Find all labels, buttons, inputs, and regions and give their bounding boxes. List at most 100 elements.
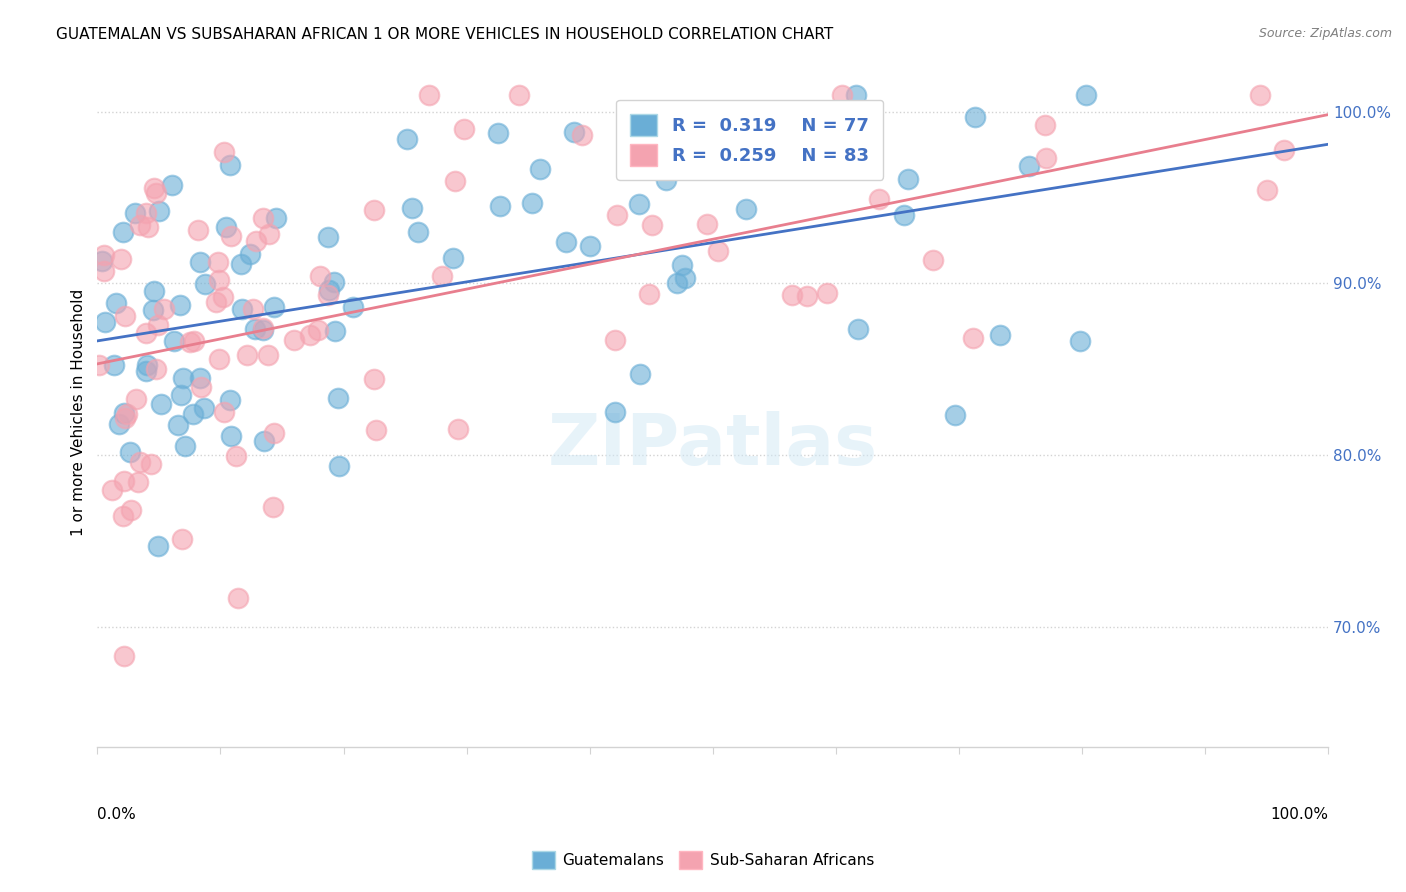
Point [226, 591, 249, 605]
Text: Source: ZipAtlas.com: Source: ZipAtlas.com [1258, 27, 1392, 40]
Point [316, 288, 339, 302]
Point [318, 283, 340, 297]
Point [529, 161, 551, 176]
Point [135, 326, 157, 340]
Point [1272, 143, 1295, 157]
Point [188, 255, 211, 269]
Text: ZIPatlas: ZIPatlas [548, 411, 877, 480]
Point [562, 125, 585, 139]
Point [655, 173, 678, 187]
Point [988, 328, 1011, 343]
Point [323, 324, 346, 338]
Point [318, 229, 340, 244]
Point [262, 500, 284, 515]
Point [135, 205, 157, 219]
Point [179, 335, 201, 350]
Point [231, 302, 253, 317]
Point [363, 372, 385, 386]
Point [441, 252, 464, 266]
Point [148, 203, 170, 218]
Point [128, 455, 150, 469]
Point [204, 294, 226, 309]
Point [150, 397, 173, 411]
Point [1256, 182, 1278, 196]
Point [845, 88, 868, 103]
Point [103, 358, 125, 372]
Point [170, 388, 193, 402]
Point [215, 219, 238, 234]
Point [208, 273, 231, 287]
Y-axis label: 1 or more Vehicles in Household: 1 or more Vehicles in Household [72, 288, 86, 536]
Point [963, 110, 986, 124]
Point [555, 235, 578, 249]
Point [252, 211, 274, 225]
Point [94, 315, 117, 329]
Text: GUATEMALAN VS SUBSAHARAN AFRICAN 1 OR MORE VEHICLES IN HOUSEHOLD CORRELATION CHA: GUATEMALAN VS SUBSAHARAN AFRICAN 1 OR MO… [56, 27, 834, 42]
Legend: R =  0.319    N = 77, R =  0.259    N = 83: R = 0.319 N = 77, R = 0.259 N = 83 [616, 100, 883, 180]
Point [245, 234, 267, 248]
Point [606, 208, 628, 222]
Point [110, 252, 132, 266]
Point [193, 401, 215, 415]
Point [897, 172, 920, 186]
Point [696, 217, 718, 231]
Point [136, 219, 159, 234]
Point [363, 203, 385, 218]
Point [638, 287, 661, 301]
Point [219, 393, 242, 408]
Point [153, 302, 176, 317]
Point [263, 300, 285, 314]
Legend: Guatemalans, Sub-Saharan Africans: Guatemalans, Sub-Saharan Africans [526, 845, 880, 875]
Point [169, 298, 191, 312]
Point [489, 199, 512, 213]
Point [108, 417, 131, 431]
Point [124, 205, 146, 219]
Point [90, 253, 112, 268]
Point [172, 370, 194, 384]
Point [172, 532, 194, 546]
Point [242, 301, 264, 316]
Point [264, 211, 287, 225]
Point [190, 379, 212, 393]
Point [93, 264, 115, 278]
Point [163, 334, 186, 348]
Point [236, 347, 259, 361]
Point [219, 429, 242, 443]
Point [112, 474, 135, 488]
Point [486, 127, 509, 141]
Point [831, 87, 853, 102]
Point [342, 301, 364, 315]
Point [323, 276, 346, 290]
Point [1018, 159, 1040, 173]
Point [298, 327, 321, 342]
Point [780, 288, 803, 302]
Point [127, 475, 149, 489]
Point [796, 289, 818, 303]
Point [848, 321, 870, 335]
Point [706, 244, 728, 259]
Point [146, 318, 169, 332]
Point [868, 192, 890, 206]
Point [120, 502, 142, 516]
Point [671, 259, 693, 273]
Point [218, 158, 240, 172]
Point [443, 174, 465, 188]
Point [328, 391, 350, 405]
Point [141, 457, 163, 471]
Point [921, 253, 943, 268]
Point [1074, 87, 1097, 102]
Point [579, 239, 602, 253]
Point [214, 145, 236, 160]
Point [962, 331, 984, 345]
Point [1033, 118, 1056, 132]
Point [135, 364, 157, 378]
Point [208, 352, 231, 367]
Point [112, 649, 135, 664]
Point [508, 87, 530, 102]
Point [1069, 334, 1091, 348]
Point [256, 348, 278, 362]
Point [142, 181, 165, 195]
Point [447, 422, 470, 436]
Point [211, 290, 233, 304]
Point [114, 309, 136, 323]
